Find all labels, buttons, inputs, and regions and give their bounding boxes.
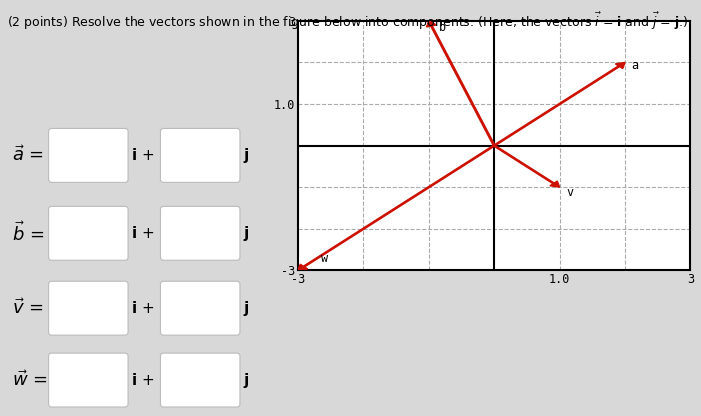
FancyBboxPatch shape (161, 353, 240, 407)
FancyBboxPatch shape (48, 206, 128, 260)
Text: w: w (321, 252, 328, 265)
FancyBboxPatch shape (48, 281, 128, 335)
Text: $\mathbf{j}$: $\mathbf{j}$ (243, 299, 250, 318)
Text: $\mathbf{i}$ +: $\mathbf{i}$ + (131, 225, 154, 241)
Text: $\vec{w}$ =: $\vec{w}$ = (12, 370, 48, 390)
Text: $\mathbf{i}$ +: $\mathbf{i}$ + (131, 147, 154, 163)
Text: $\vec{b}$ =: $\vec{b}$ = (12, 221, 44, 245)
FancyBboxPatch shape (48, 353, 128, 407)
FancyBboxPatch shape (48, 129, 128, 182)
Text: v: v (566, 186, 573, 198)
Text: $\mathbf{j}$: $\mathbf{j}$ (243, 224, 250, 243)
Text: $\mathbf{i}$ +: $\mathbf{i}$ + (131, 372, 154, 388)
Text: (2 points) Resolve the vectors shown in the figure below into components. (Here,: (2 points) Resolve the vectors shown in … (7, 10, 688, 32)
Text: a: a (632, 59, 639, 72)
Text: $\vec{a}$ =: $\vec{a}$ = (12, 146, 43, 165)
Text: $\vec{v}$ =: $\vec{v}$ = (12, 298, 43, 318)
FancyArrow shape (494, 62, 625, 146)
FancyBboxPatch shape (161, 281, 240, 335)
Text: $\mathbf{i}$ +: $\mathbf{i}$ + (131, 300, 154, 316)
FancyArrow shape (494, 145, 559, 187)
FancyBboxPatch shape (161, 206, 240, 260)
FancyBboxPatch shape (161, 129, 240, 182)
Text: $\mathbf{j}$: $\mathbf{j}$ (243, 146, 250, 165)
FancyArrow shape (426, 21, 495, 146)
Text: b: b (439, 21, 446, 34)
Text: $\mathbf{j}$: $\mathbf{j}$ (243, 371, 250, 389)
FancyArrow shape (298, 145, 495, 270)
